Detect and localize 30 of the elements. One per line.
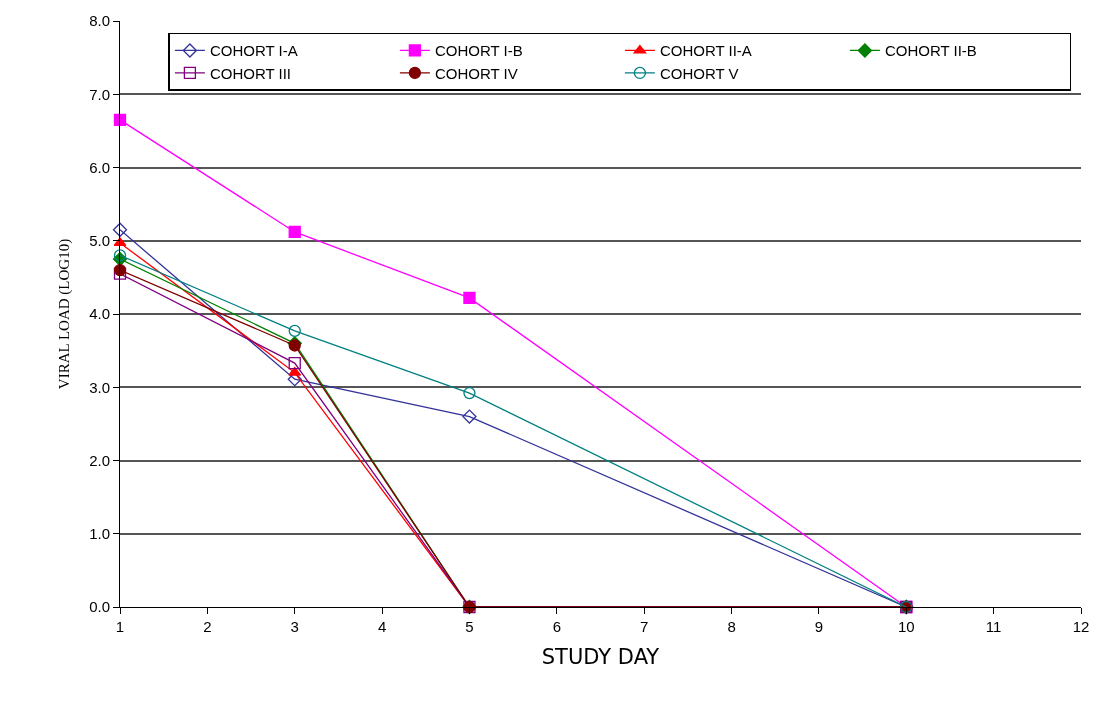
legend-label: COHORT II-B [884, 42, 977, 60]
legend-label: COHORT IV [434, 64, 518, 82]
y-tick-label: 4.0 [89, 305, 110, 323]
x-tick-label: 4 [377, 618, 387, 635]
x-tick-label: 2 [203, 618, 212, 635]
x-tick-label: 7 [640, 618, 649, 635]
x-tick-label: 6 [552, 618, 561, 635]
y-tick-label: 3.0 [89, 378, 110, 396]
x-tick-label: 12 [1072, 618, 1090, 635]
x-tick-label: 5 [465, 618, 474, 635]
x-tick-label: 10 [897, 618, 915, 635]
y-tick-label: 1.0 [89, 525, 110, 542]
legend-label: COHORT I-A [209, 42, 298, 60]
y-tick-label: 0.0 [89, 598, 110, 616]
y-tick-label: 8.0 [89, 12, 110, 30]
y-tick-label: 5.0 [89, 232, 110, 249]
x-tick-label: 9 [814, 618, 824, 635]
y-tick-label: 7.0 [89, 85, 110, 103]
x-axis-title: STUDY DAY [541, 645, 660, 670]
x-tick-label: 1 [115, 618, 125, 635]
x-tick-label: 3 [290, 618, 299, 635]
x-tick-label: 11 [985, 618, 1002, 635]
legend-label: COHORT V [659, 64, 739, 82]
y-tick-label: 6.0 [89, 158, 110, 176]
x-tick-label: 8 [727, 618, 736, 635]
y-tick-label: 2.0 [89, 451, 110, 469]
legend-label: COHORT I-B [434, 42, 523, 60]
y-axis-title: VIRAL LOAD (LOG10) [56, 238, 74, 390]
legend-label: COHORT III [209, 64, 292, 82]
legend-label: COHORT II-A [659, 42, 752, 60]
